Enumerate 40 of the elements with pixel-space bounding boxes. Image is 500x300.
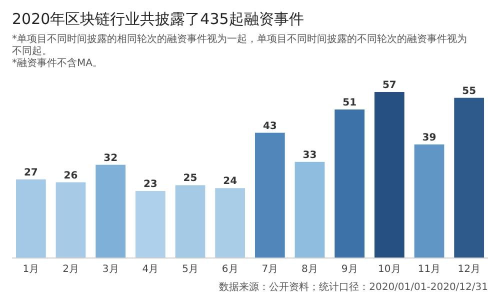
bar: [16, 179, 46, 258]
data-label: 27: [24, 167, 38, 178]
x-tick-label: 5月: [182, 264, 198, 275]
bar: [215, 188, 246, 258]
x-tick-label: 2月: [62, 264, 79, 275]
source-note: 数据来源：公开资料；统计口径：2020/01/01-2020/12/31: [219, 281, 488, 293]
x-tick-label: 12月: [458, 264, 480, 275]
bar: [135, 191, 166, 258]
x-tick-label: 8月: [302, 264, 318, 275]
x-tick-label: 7月: [262, 264, 278, 275]
bar: [56, 182, 86, 258]
x-tick-label: 9月: [341, 264, 358, 275]
bar: [454, 98, 484, 258]
bar: [175, 185, 206, 258]
bar: [414, 144, 444, 258]
x-tick-label: 10月: [378, 264, 401, 275]
x-tick-label: 3月: [102, 264, 119, 275]
data-label: 57: [382, 80, 396, 91]
data-label: 55: [462, 86, 476, 97]
bar: [294, 162, 325, 258]
bar: [254, 132, 285, 258]
data-label: 43: [262, 120, 277, 132]
data-label: 32: [104, 152, 118, 164]
text: *融资事件不含MA。: [12, 57, 102, 69]
bar: [334, 109, 365, 258]
data-label: 33: [302, 150, 317, 161]
chart-title: 2020年区块链行业共披露了435起融资事件: [12, 10, 304, 28]
data-label: 26: [64, 170, 78, 182]
data-label: 39: [422, 132, 436, 144]
x-tick-label: 11月: [418, 264, 441, 275]
bar: [374, 92, 404, 258]
x-tick-label: 6月: [222, 264, 238, 275]
data-label: 24: [223, 176, 238, 188]
data-label: 23: [143, 179, 158, 190]
text: *单项目不同时间披露的相同轮次的融资事件视为一起，单项目不同时间披露的不同轮次的融资事件视为不同起。: [12, 33, 467, 57]
x-tick-label: 1月: [22, 264, 40, 275]
data-label: 51: [342, 97, 357, 108]
data-label: 25: [183, 173, 198, 184]
bar: [96, 164, 126, 258]
x-tick-label: 4月: [142, 264, 159, 275]
